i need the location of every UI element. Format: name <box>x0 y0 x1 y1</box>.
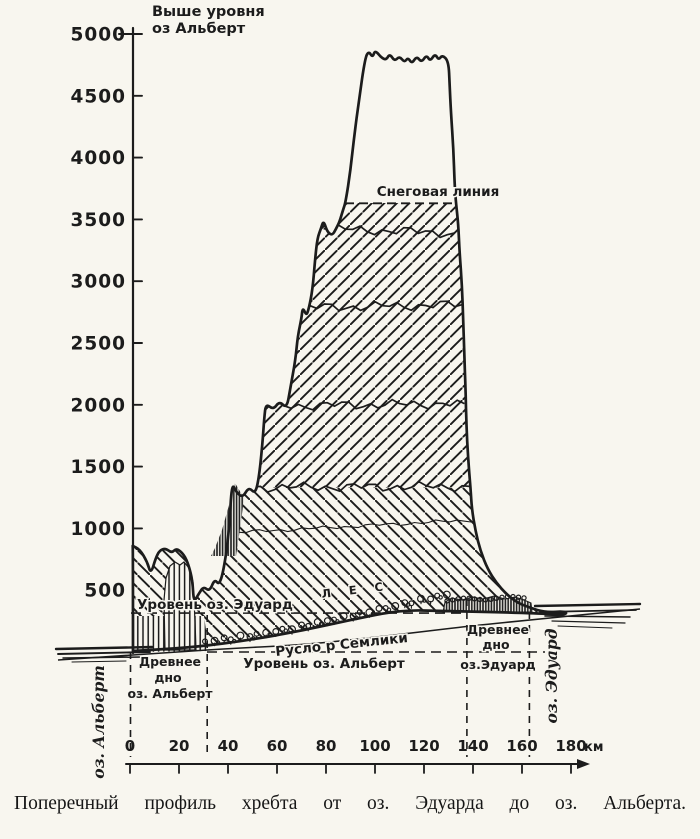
contour-line <box>302 300 463 312</box>
y-tick-label: 3500 <box>71 210 127 231</box>
lake-albert-side-label: оз. Альберт <box>89 665 108 779</box>
ancient-albert-line3: оз. Альберт <box>127 686 213 701</box>
x-tick-label: 20 <box>169 737 190 755</box>
lake-edward-surface-line <box>539 609 637 613</box>
x-tick-label: 80 <box>316 737 337 755</box>
y-tick-label: 3000 <box>71 272 127 293</box>
lake-albert-surface-line <box>54 645 154 651</box>
contour-line <box>262 398 465 411</box>
tree-icon <box>302 624 308 630</box>
contour-lines <box>196 223 479 536</box>
semliki-bed-line <box>57 608 641 661</box>
y-tick-label: 5000 <box>71 25 127 46</box>
bush-icon <box>488 596 494 603</box>
y-tick-label: 2500 <box>71 334 127 355</box>
bush-icon <box>493 595 500 602</box>
mountain-outline <box>131 50 568 654</box>
contour-line <box>231 480 470 494</box>
tree-icon <box>267 632 272 637</box>
x-tick-label: 160 <box>506 737 537 755</box>
ground-and-lake-lines <box>54 602 642 663</box>
tree-icon <box>386 607 392 613</box>
x-axis-unit: км <box>584 740 603 755</box>
profile-figure-svg: 5000450040003500300025002000150010005000… <box>54 4 642 779</box>
tree-icon <box>231 638 237 644</box>
level-dashed-lines <box>129 202 545 757</box>
tree-icon <box>215 640 221 645</box>
lake-edward-surface-line <box>544 615 631 618</box>
y-axis-title-line1: Выше уровня <box>152 4 265 20</box>
ancient-albert-line1: Древнее <box>139 654 201 669</box>
bush-icon <box>515 594 522 600</box>
y-tick-label: 4000 <box>71 148 127 169</box>
lake-edward-surface-line <box>551 620 626 624</box>
ancient-edward-line3: оз.Эдуард <box>460 657 536 672</box>
tree-icon <box>354 615 359 621</box>
tree-icon <box>251 636 256 641</box>
bush-icon <box>477 596 483 603</box>
ancient-albert-line2: дно <box>154 670 182 685</box>
ancient-albert-bottom-label: Древнее дно оз. Альберт <box>126 653 215 703</box>
edward-level-label: Уровень оз. Эдуард <box>137 597 293 613</box>
bush-icon <box>455 596 461 602</box>
bush-icon <box>521 595 527 601</box>
bush-icon <box>482 597 489 603</box>
lake-albert-surface-line <box>57 651 151 655</box>
lake-edward-surface-line <box>533 602 642 608</box>
bush-icon <box>460 595 467 601</box>
snow-line-label: Снеговая линия <box>377 184 500 200</box>
contour-line <box>323 223 455 239</box>
x-axis-arrowhead <box>577 759 590 769</box>
lake-edward-side-label: оз. Эдуард <box>542 628 561 723</box>
bush-icon <box>471 596 478 602</box>
dark-foothill-peak <box>211 483 244 556</box>
x-tick-label: 120 <box>408 737 439 755</box>
y-axis-title-line2: оз Альберт <box>152 21 246 37</box>
tree-icon <box>422 598 427 603</box>
overlays <box>133 483 533 652</box>
upper-hatch <box>210 203 476 488</box>
ancient-edward-line2: дно <box>482 637 510 652</box>
figure-caption: Поперечный профиль хребта от оз. Эдуарда… <box>14 793 686 814</box>
forest-trees <box>202 590 451 647</box>
x-tick-label: 180 <box>555 737 586 755</box>
lake-edward-surface-line <box>557 625 613 629</box>
axes: 5000450040003500300025002000150010005000… <box>71 25 603 774</box>
tree-icon <box>283 628 289 633</box>
x-tick-label: 100 <box>359 737 390 755</box>
y-tick-label: 500 <box>84 581 126 602</box>
y-tick-label: 1500 <box>71 457 127 478</box>
bush-icon <box>499 594 505 601</box>
x-tick-label: 40 <box>218 737 239 755</box>
x-tick-label: 60 <box>267 737 288 755</box>
x-tick-label: 140 <box>457 737 488 755</box>
bush-icon <box>466 595 472 602</box>
y-tick-label: 2000 <box>71 395 127 416</box>
ancient-edward-line1: Древнее <box>467 622 529 637</box>
lake-albert-surface-line <box>71 660 127 663</box>
y-tick-label: 4500 <box>71 86 127 107</box>
sediment-hill <box>163 561 197 651</box>
tree-icon <box>318 621 324 627</box>
lake-albert-surface-line <box>62 656 143 659</box>
contour-line <box>196 519 479 536</box>
y-tick-label: 1000 <box>71 519 127 540</box>
tree-icon <box>335 619 340 624</box>
tree-icon <box>438 595 443 600</box>
ancient-edward-bottom-label: Древнее дно оз.Эдуард <box>459 621 538 674</box>
albert-level-label: Уровень оз. Альберт <box>243 656 405 672</box>
bush-icon <box>449 597 456 603</box>
